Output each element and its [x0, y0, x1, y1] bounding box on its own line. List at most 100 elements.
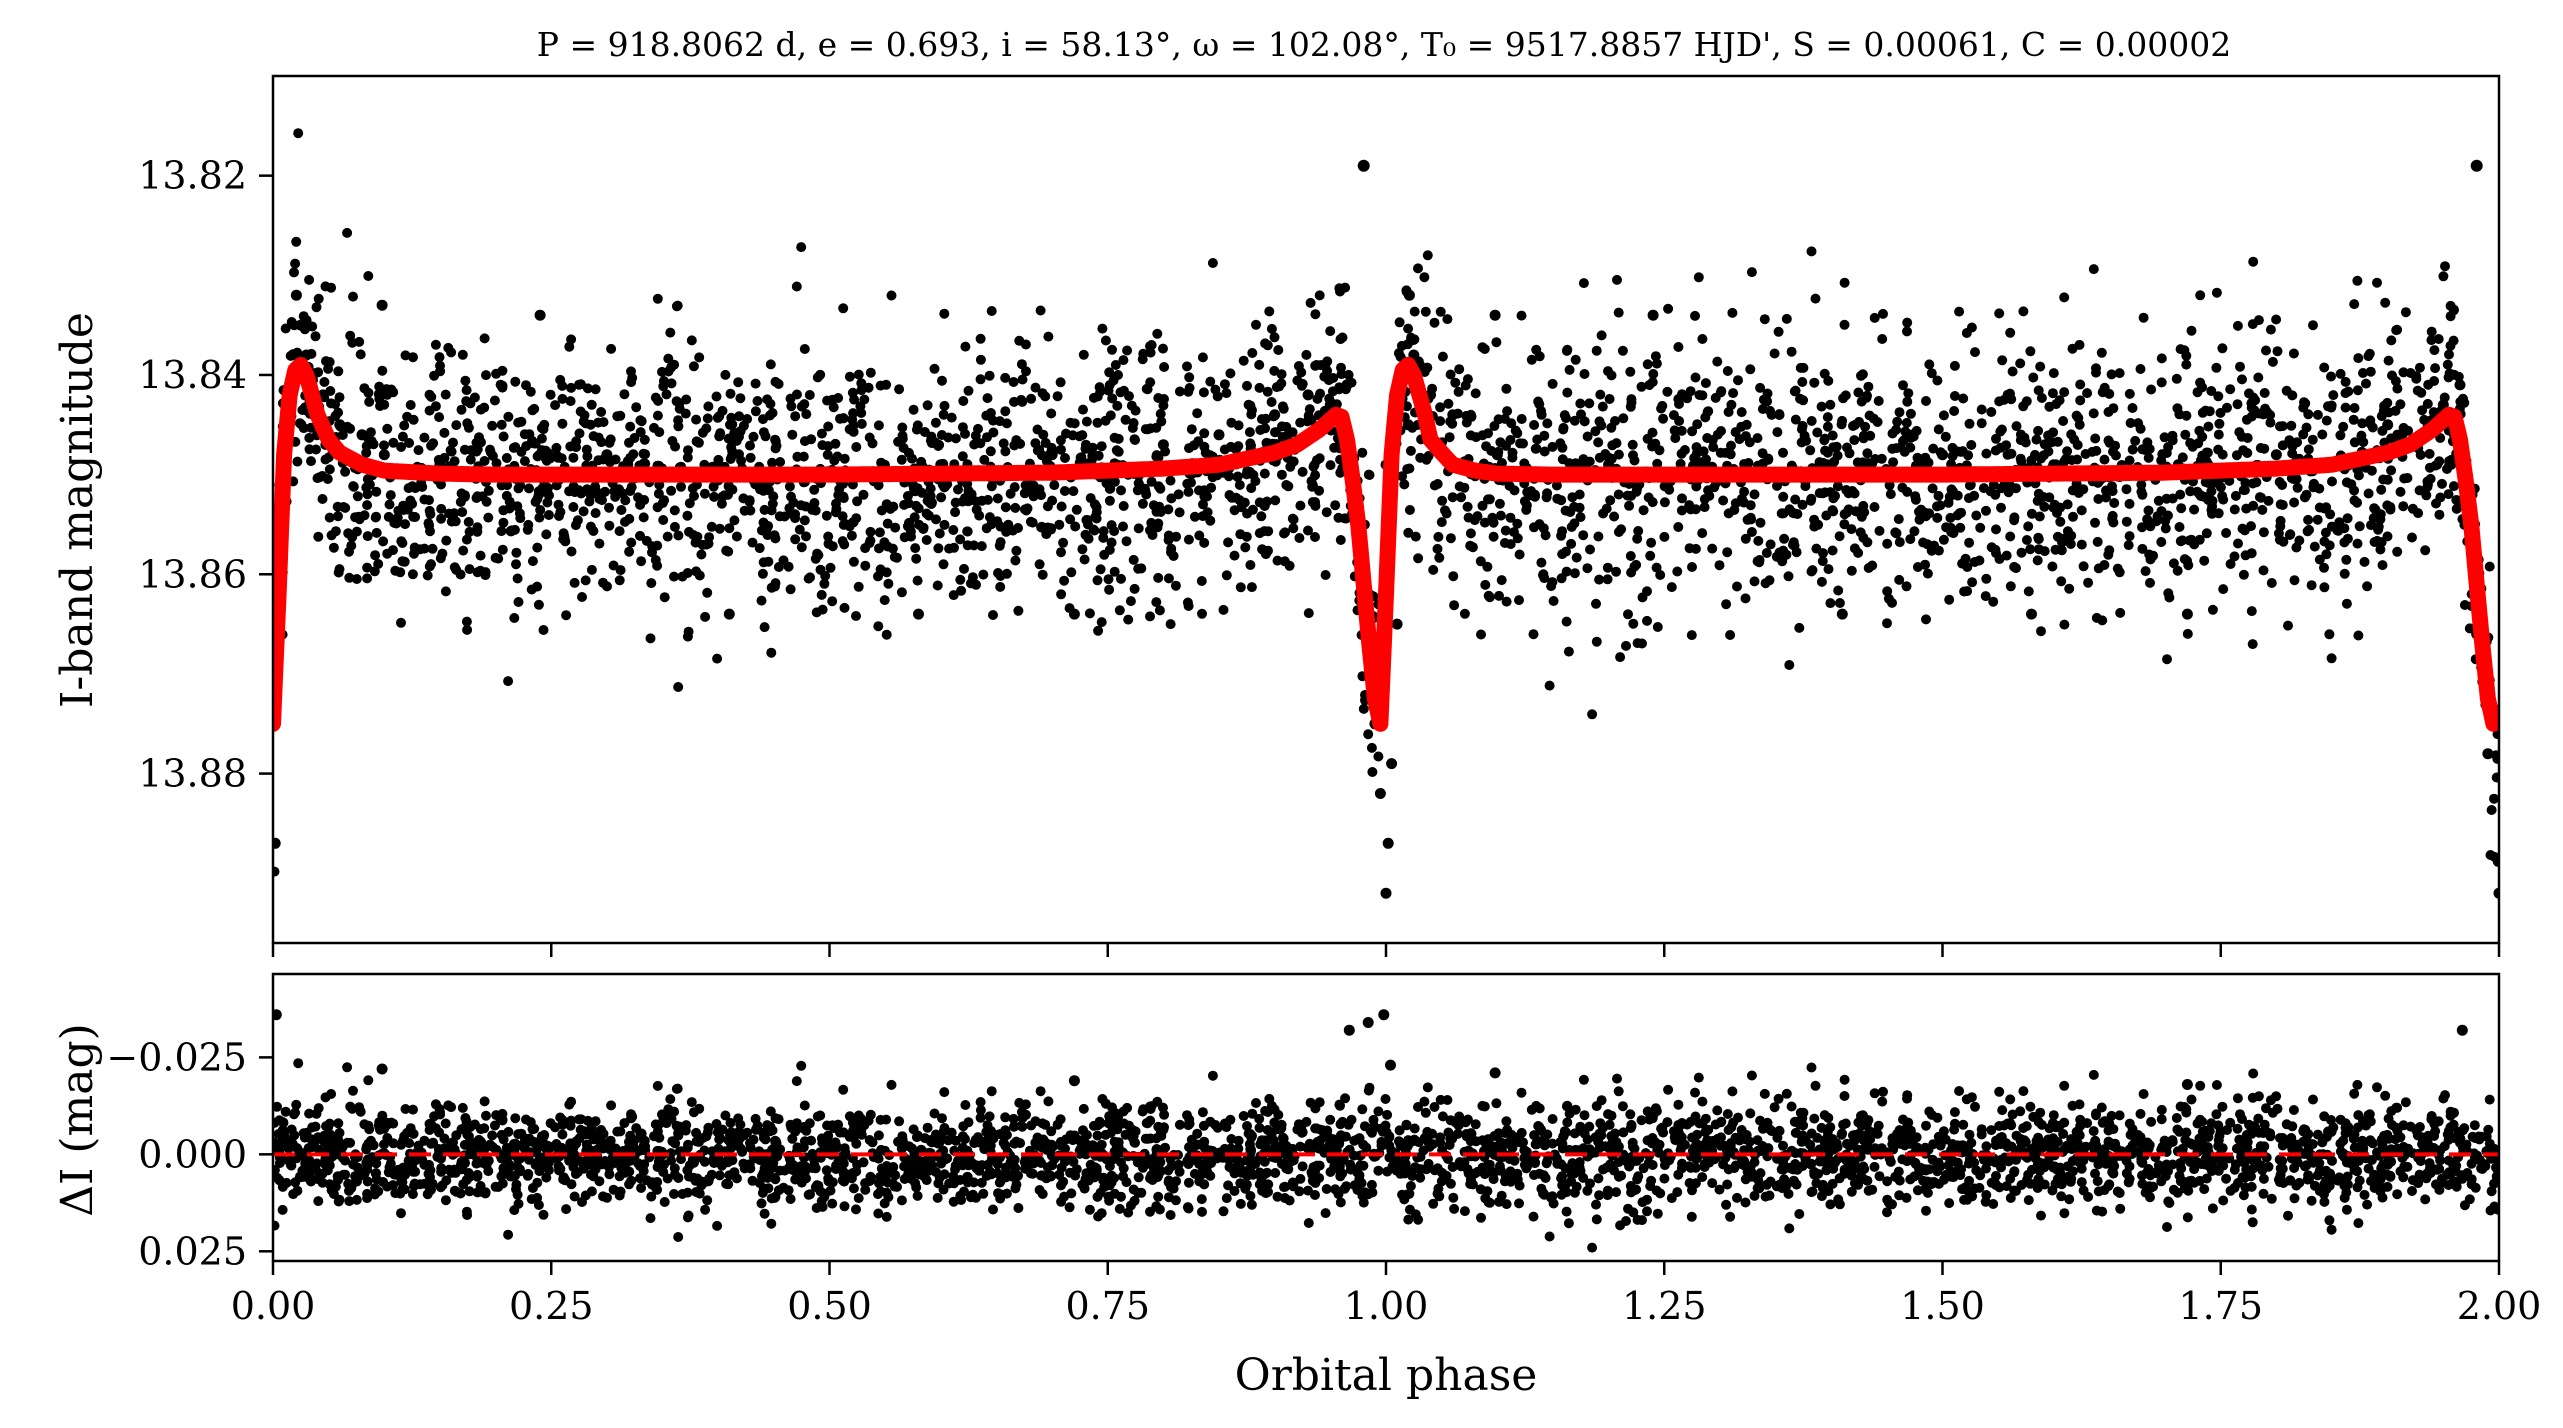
observation-point [1046, 449, 1058, 461]
observation-point [1305, 297, 1316, 308]
observation-point [2412, 385, 2423, 396]
observation-point [1790, 414, 1801, 425]
observation-point [2225, 384, 2236, 395]
observation-point [1512, 518, 1523, 529]
observation-point [1104, 495, 1115, 506]
observation-point [1056, 501, 1067, 512]
residual-point [1479, 1101, 1490, 1112]
observation-point [663, 353, 674, 364]
observation-point [1148, 500, 1159, 511]
observation-point [659, 495, 670, 506]
observation-point [2204, 406, 2215, 417]
observation-point [496, 480, 507, 491]
observation-point [1774, 410, 1785, 420]
observation-point [1198, 499, 1208, 510]
observation-point [1223, 537, 1234, 548]
observation-point [289, 267, 299, 278]
observation-point [2241, 503, 2252, 514]
residual-point [1448, 1192, 1459, 1203]
observation-point [757, 568, 768, 579]
observation-point [1382, 837, 1394, 849]
observation-point [2164, 592, 2175, 603]
observation-point [1832, 450, 1843, 461]
observation-point [311, 444, 321, 455]
observation-point [2402, 473, 2413, 483]
observation-point [1637, 638, 1647, 649]
observation-point [2232, 320, 2243, 331]
observation-point [461, 616, 472, 627]
observation-point [594, 493, 605, 504]
observation-point [1226, 492, 1237, 503]
observation-point [606, 343, 617, 354]
observation-point [324, 464, 335, 475]
observation-point [1569, 568, 1580, 579]
observation-point [1596, 330, 1607, 341]
observation-point [1403, 527, 1414, 538]
observation-point [2078, 561, 2089, 572]
observation-point [882, 518, 893, 529]
residual-point [1809, 1113, 1820, 1124]
observation-point [1679, 445, 1690, 455]
observation-point [2288, 348, 2299, 359]
observation-point [2203, 421, 2214, 432]
observation-point [1736, 407, 1747, 418]
observation-point [2145, 577, 2155, 588]
observation-point [1184, 372, 1195, 383]
residual-point [1920, 1184, 1931, 1195]
observation-point [1109, 526, 1120, 537]
observation-point [962, 526, 973, 537]
observation-point [1302, 389, 1314, 401]
observation-point [351, 526, 362, 537]
observation-point [2075, 395, 2086, 406]
observation-point [524, 483, 534, 494]
residual-point [408, 1104, 418, 1115]
observation-point [2195, 290, 2206, 301]
residual-point [1975, 1170, 1986, 1181]
observation-point [701, 423, 712, 434]
observation-point [1613, 489, 1624, 500]
residual-point [1501, 1116, 1512, 1127]
observation-point [957, 422, 968, 433]
observation-point [714, 431, 725, 442]
observation-point [645, 633, 656, 644]
observation-point [2233, 538, 2243, 549]
observation-point [908, 404, 919, 415]
observation-point [2115, 607, 2126, 618]
observation-point [1288, 523, 1299, 534]
observation-point [2321, 415, 2332, 426]
observation-point [659, 592, 670, 603]
observation-point [1854, 416, 1864, 427]
observation-point [2451, 503, 2462, 514]
observation-point [1686, 630, 1697, 641]
observation-point [1257, 544, 1268, 555]
observation-point [837, 536, 848, 547]
observation-point [1516, 310, 1527, 321]
observation-point [1874, 525, 1885, 536]
observation-point [874, 543, 884, 554]
observation-point [2372, 535, 2383, 546]
observation-point [1843, 504, 1854, 515]
observation-point [2291, 542, 2302, 553]
observation-point [1491, 337, 1502, 348]
observation-point [2304, 524, 2314, 535]
observation-point [1234, 495, 1245, 506]
observation-point [1459, 608, 1470, 619]
observation-point [1964, 537, 1975, 548]
observation-point [1752, 433, 1763, 444]
observation-point [519, 429, 530, 440]
observation-point [1816, 401, 1827, 412]
chart-title: P = 918.8062 d, e = 0.693, i = 58.13°, ω… [537, 25, 2231, 64]
observation-point [2225, 559, 2236, 569]
observation-point [1642, 615, 1652, 626]
observation-point [1206, 482, 1217, 493]
observation-point [334, 392, 345, 403]
observation-point [696, 549, 707, 560]
observation-point [1672, 566, 1683, 577]
observation-point [745, 452, 756, 463]
observation-point [1569, 518, 1580, 529]
observation-point [1769, 348, 1780, 359]
observation-point [2156, 353, 2167, 364]
observation-point [778, 555, 789, 566]
observation-point [2023, 521, 2034, 532]
